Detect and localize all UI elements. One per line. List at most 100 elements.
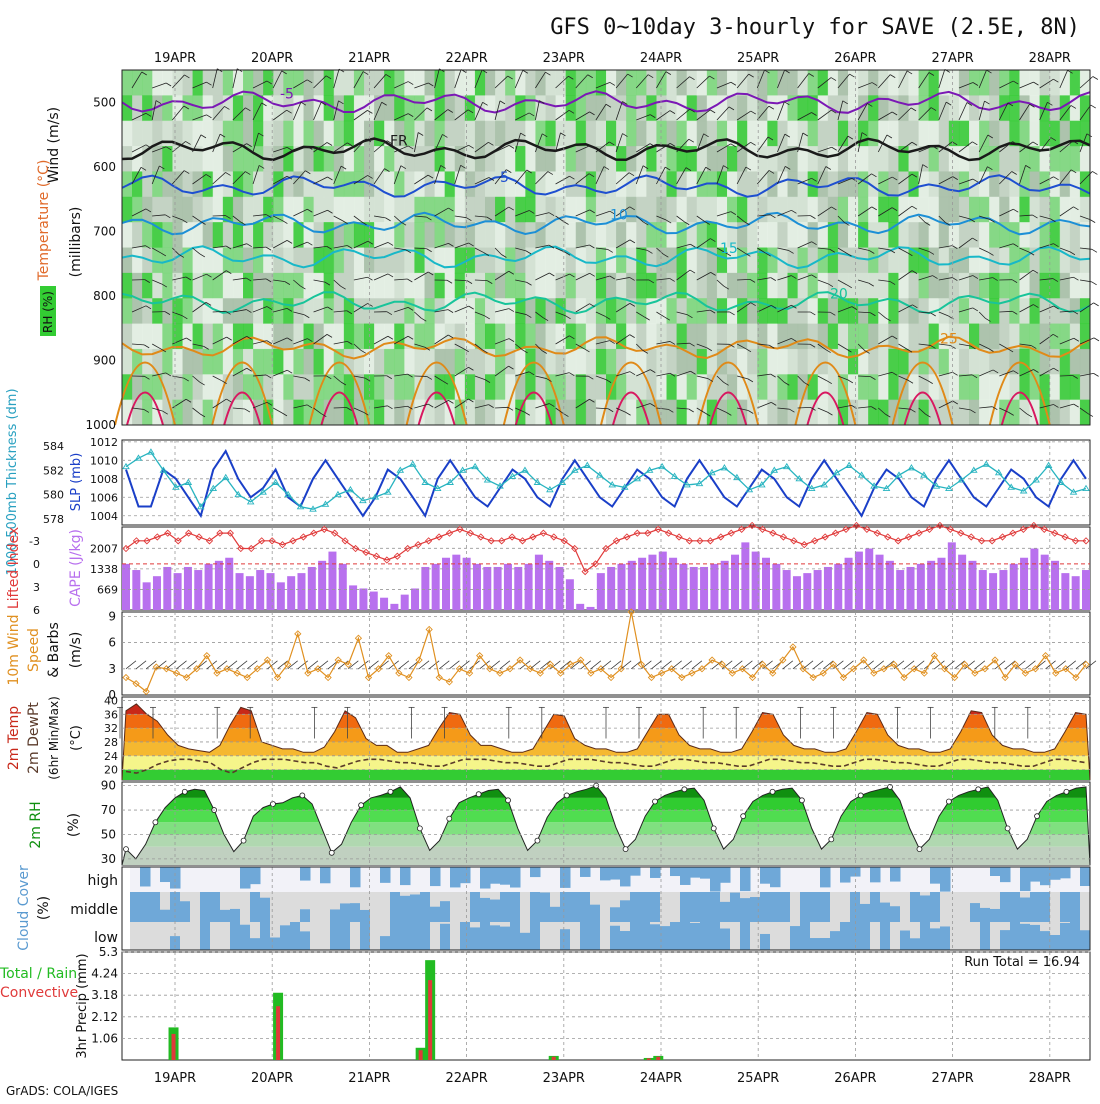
cloud-cell-low xyxy=(740,922,751,950)
cloud-gap xyxy=(920,892,931,895)
cloud-cell-middle xyxy=(500,892,511,922)
rh-cell xyxy=(293,197,304,223)
rh-cell xyxy=(414,146,425,172)
cloud-cell-low xyxy=(290,922,301,950)
rh-cell xyxy=(515,222,526,248)
rh-cell xyxy=(1040,70,1051,96)
cape-bar xyxy=(277,582,285,610)
y-axis-title-cloud-pct: (%) xyxy=(36,896,52,920)
wind-barb-10m xyxy=(288,661,298,669)
cloud-cell-high xyxy=(350,867,361,887)
rh-cell xyxy=(1019,374,1030,400)
cloud-gap xyxy=(890,892,901,906)
precip-bar-convective xyxy=(656,1057,660,1060)
wind-barb-10m xyxy=(601,661,611,669)
rh-cell xyxy=(525,273,536,299)
rh-cell xyxy=(223,146,234,172)
contour-label: -5 xyxy=(280,86,294,102)
cloud-cell-low xyxy=(130,922,141,950)
rh-cell xyxy=(435,400,446,426)
rh-cell xyxy=(596,349,607,375)
cloud-cell-low xyxy=(860,922,871,950)
rh-band xyxy=(122,810,1090,822)
rh-cell xyxy=(556,222,567,248)
cloud-cell-high xyxy=(530,867,541,877)
x-tick-label-bottom: 24APR xyxy=(640,1071,682,1086)
wind-barb-10m xyxy=(530,661,540,669)
rh-cell xyxy=(566,121,577,147)
rh-cell xyxy=(495,121,506,147)
rh-cell xyxy=(727,400,738,426)
cloud-gap xyxy=(520,922,531,933)
rh-cell xyxy=(243,121,254,147)
y-axis-title-speed: Speed xyxy=(26,628,42,672)
temp-tick-label: 24 xyxy=(104,750,118,763)
cape-bar xyxy=(679,564,687,610)
rh-cell xyxy=(808,197,819,223)
rh-cell xyxy=(162,197,173,223)
rh-cell xyxy=(667,298,678,324)
rh-cell xyxy=(414,197,425,223)
x-tick-label-top: 19APR xyxy=(154,51,196,66)
cloud-cell-middle xyxy=(960,892,971,922)
rh-cell xyxy=(495,95,506,121)
cloud-gap xyxy=(620,922,631,931)
cloud-cell-middle xyxy=(420,892,431,922)
rh-point xyxy=(1035,814,1040,819)
contour-label: 15 xyxy=(720,241,738,257)
rh-cell xyxy=(183,324,194,350)
rh-cell xyxy=(989,324,1000,350)
wind-barb-10m xyxy=(894,661,904,669)
rh-cell xyxy=(384,324,395,350)
rh-cell xyxy=(707,197,718,223)
rh-cell xyxy=(324,222,335,248)
cape-bar xyxy=(876,555,884,610)
cloud-cell-high xyxy=(930,867,941,884)
rh-cell xyxy=(525,197,536,223)
cape-bar xyxy=(339,564,347,610)
rh-cell xyxy=(394,171,405,197)
cape-bar xyxy=(979,570,987,610)
rh-cell xyxy=(848,248,859,274)
rh-cell xyxy=(515,374,526,400)
rh-cell xyxy=(838,121,849,147)
cloud-cell-middle xyxy=(470,892,481,922)
rh-cell xyxy=(656,248,667,274)
cloud-cell-low xyxy=(610,922,621,950)
rh-cell xyxy=(495,374,506,400)
rh-cell xyxy=(1019,197,1030,223)
cloud-cell-high xyxy=(610,867,621,880)
cloud-cell-low xyxy=(1010,922,1021,950)
rh-tick-label: 70 xyxy=(101,803,116,817)
rh-cell xyxy=(243,273,254,299)
cloud-gap xyxy=(970,892,981,903)
rh-cell xyxy=(788,298,799,324)
rh-cell xyxy=(656,121,667,147)
rh-cell xyxy=(969,349,980,375)
x-tick-label-bottom: 23APR xyxy=(543,1071,585,1086)
rh-cell xyxy=(788,121,799,147)
cloud-cell-high xyxy=(1050,867,1061,880)
rh-cell xyxy=(667,121,678,147)
rh-cell xyxy=(384,95,395,121)
rh-cell xyxy=(677,374,688,400)
rh-cell xyxy=(455,197,466,223)
rh-cell xyxy=(374,121,385,147)
rh-cell xyxy=(677,298,688,324)
cape-bar xyxy=(535,555,543,610)
cape-bar xyxy=(690,567,698,610)
rh-cell xyxy=(737,95,748,121)
rh-cell xyxy=(283,298,294,324)
rh-cell xyxy=(233,197,244,223)
cloud-cell-low xyxy=(670,922,681,950)
rh-cell xyxy=(848,273,859,299)
x-tick-label-top: 22APR xyxy=(445,51,487,66)
cape-bar xyxy=(556,567,564,610)
rh-cell xyxy=(122,349,133,375)
rh-point xyxy=(447,816,452,821)
page-title: GFS 0~10day 3-hourly for SAVE (2.5E, 8N) xyxy=(550,15,1080,40)
cloud-gap xyxy=(750,892,761,897)
cape-bar xyxy=(1020,558,1028,610)
rh-cell xyxy=(193,197,204,223)
